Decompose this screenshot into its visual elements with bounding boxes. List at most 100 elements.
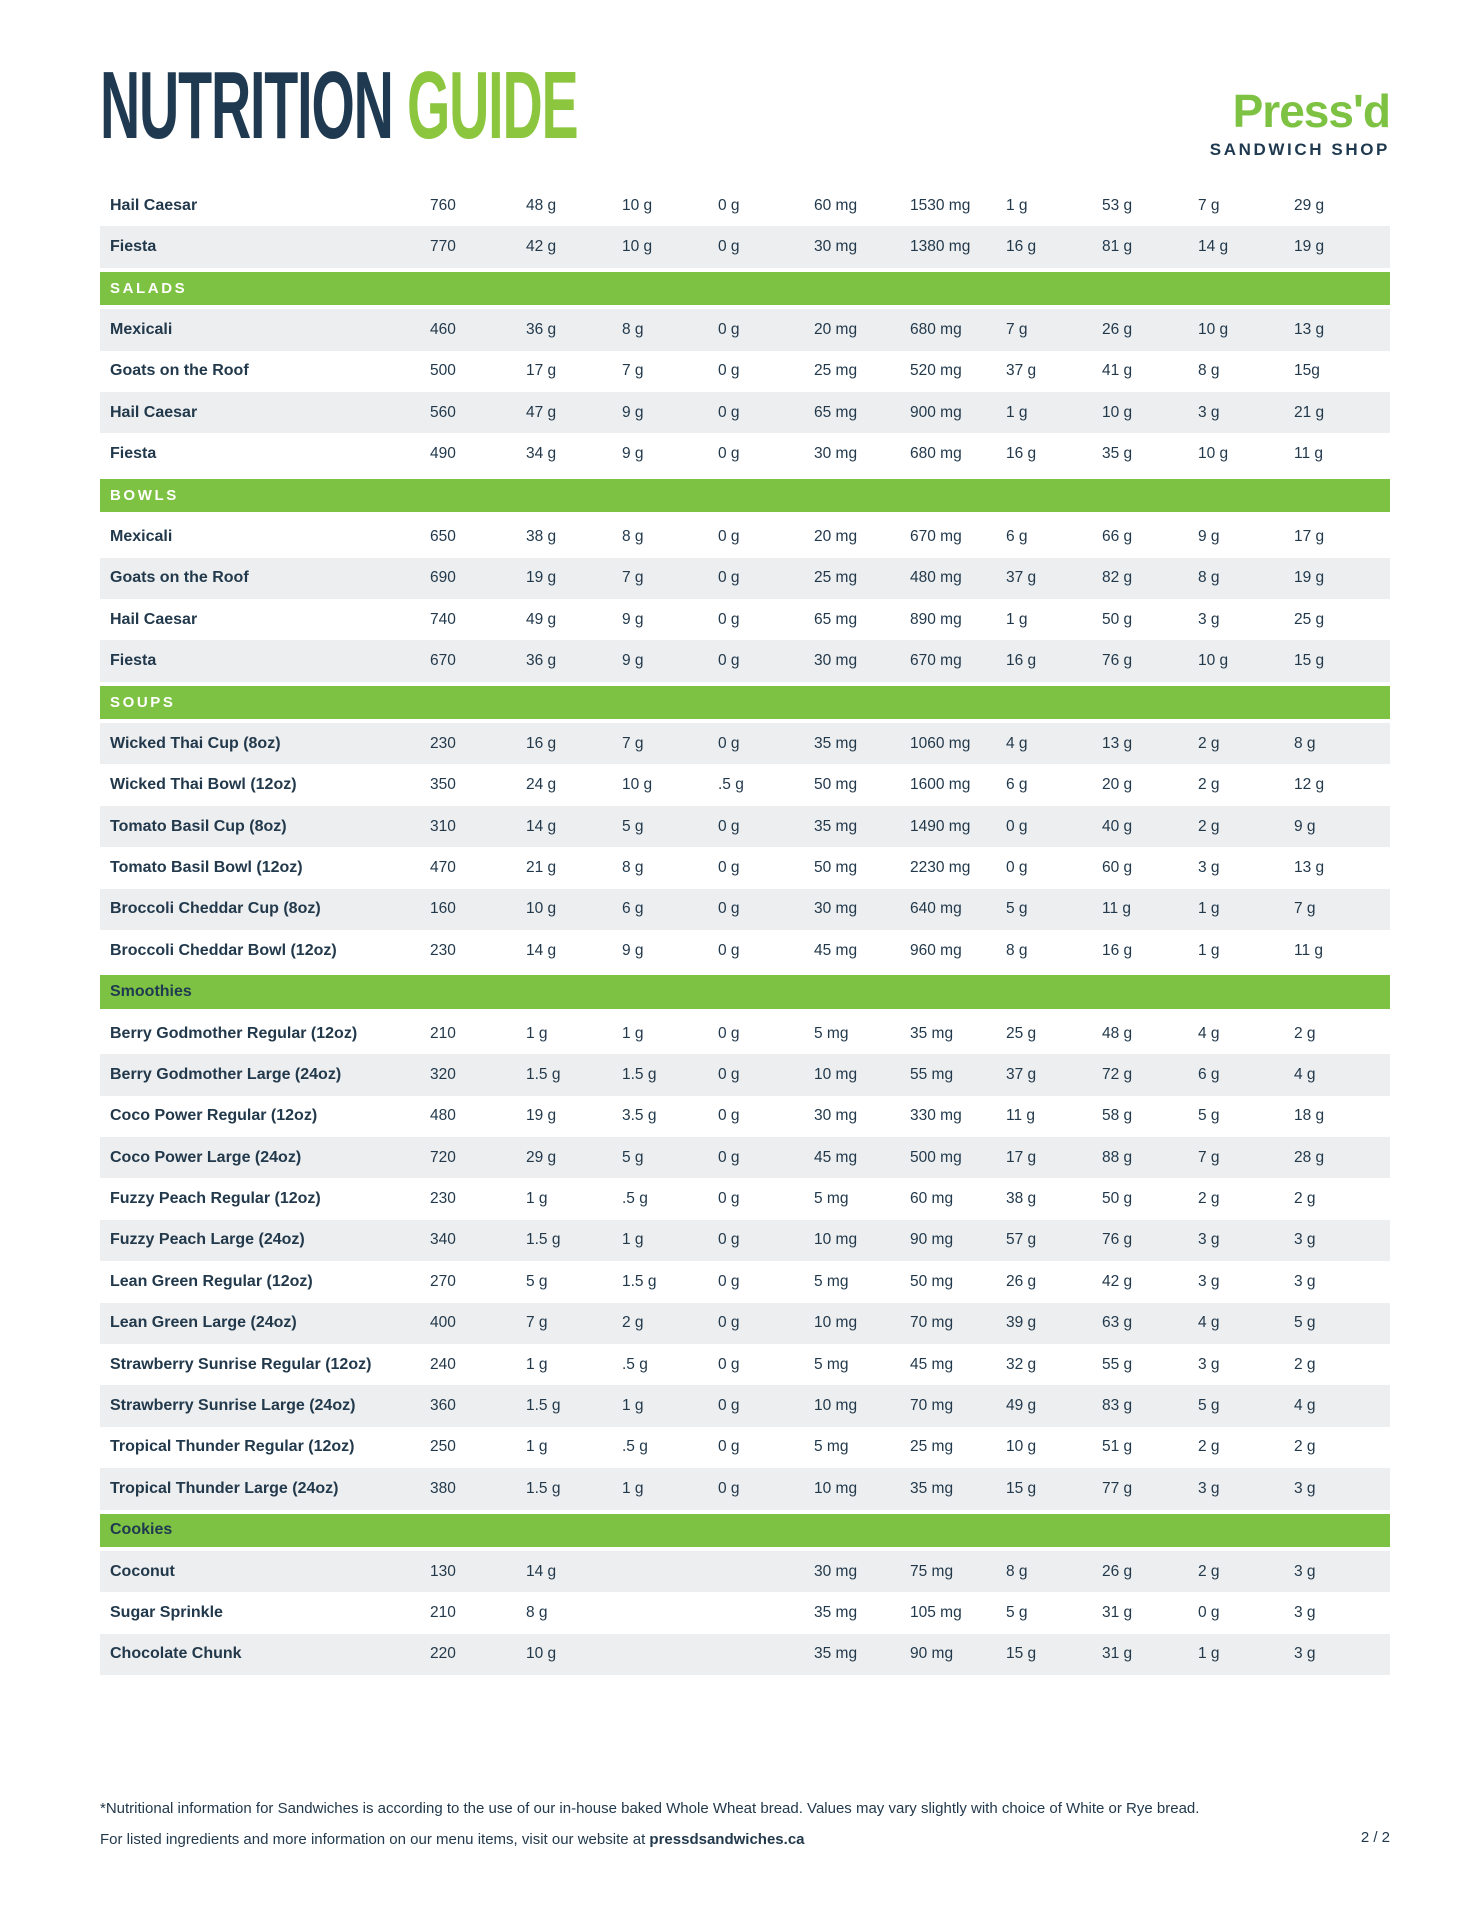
nutrition-value: 650 <box>430 527 456 545</box>
nutrition-value: 35 mg <box>814 817 858 835</box>
table-row: Hail Caesar 740 49 g 9 g 0 g 65 mg 890 mg 1 g 50… <box>100 599 1390 640</box>
nutrition-value: 130 <box>430 1562 456 1580</box>
nutrition-value: 42 g <box>1102 1272 1133 1290</box>
nutrition-value: 0 g <box>1198 1603 1220 1621</box>
nutrition-value: 8 g <box>622 320 644 338</box>
nutrition-value: 680 mg <box>910 320 962 338</box>
item-name: Wicked Thai Cup (8oz) <box>110 734 281 752</box>
nutrition-value: 21 g <box>1294 403 1325 421</box>
section-label: SOUPS <box>110 693 176 711</box>
nutrition-value: 72 g <box>1102 1065 1133 1083</box>
nutrition-value: 41 g <box>1102 362 1133 380</box>
nutrition-value: 10 g <box>622 238 653 256</box>
nutrition-value: 30 mg <box>814 651 858 669</box>
nutrition-value: .5 g <box>718 776 744 794</box>
nutrition-value: 470 <box>430 858 456 876</box>
nutrition-value: 3 g <box>1294 1272 1316 1290</box>
brand-logo: Press'd SANDWICH SHOP <box>1210 88 1391 160</box>
nutrition-value: 18 g <box>1294 1107 1325 1125</box>
table-row: Strawberry Sunrise Regular (12oz) 240 1 g.… <box>100 1344 1390 1385</box>
nutrition-value: 9 g <box>622 403 644 421</box>
nutrition-value: 0 g <box>718 1190 740 1208</box>
table-row: Lean Green Regular (12oz) 270 5 g 1.5 g 0 g 5… <box>100 1261 1390 1302</box>
nutrition-value: 320 <box>430 1065 456 1083</box>
nutrition-value: 2 g <box>1198 1562 1220 1580</box>
nutrition-value: 0 g <box>718 610 740 628</box>
nutrition-value: 66 g <box>1102 527 1133 545</box>
nutrition-value: 20 g <box>1102 776 1133 794</box>
nutrition-value: 29 g <box>1294 196 1325 214</box>
nutrition-value: 51 g <box>1102 1438 1133 1456</box>
nutrition-value: 7 g <box>1198 1148 1220 1166</box>
nutrition-value: 0 g <box>718 651 740 669</box>
nutrition-value: 330 mg <box>910 1107 962 1125</box>
nutrition-value: 77 g <box>1102 1479 1133 1497</box>
nutrition-value: 0 g <box>718 569 740 587</box>
nutrition-value: 1.5 g <box>622 1272 657 1290</box>
nutrition-value: 49 g <box>526 610 557 628</box>
nutrition-value: 90 mg <box>910 1231 954 1249</box>
nutrition-value: 9 g <box>1294 817 1316 835</box>
item-name: Coco Power Regular (12oz) <box>110 1107 318 1125</box>
nutrition-value: 520 mg <box>910 362 962 380</box>
nutrition-value: 0 g <box>1006 858 1028 876</box>
nutrition-value: 3 g <box>1294 1562 1316 1580</box>
nutrition-value: 0 g <box>718 445 740 463</box>
section-label: BOWLS <box>110 486 179 504</box>
nutrition-value: 2 g <box>1294 1438 1316 1456</box>
nutrition-value: 26 g <box>1102 320 1133 338</box>
item-name: Hail Caesar <box>110 403 198 421</box>
nutrition-value: 0 g <box>718 1397 740 1415</box>
nutrition-value: 1530 mg <box>910 196 971 214</box>
nutrition-value: 30 mg <box>814 238 858 256</box>
nutrition-value: 76 g <box>1102 651 1133 669</box>
nutrition-value: 4 g <box>1294 1397 1316 1415</box>
nutrition-value: 640 mg <box>910 900 962 918</box>
nutrition-value: 9 g <box>622 610 644 628</box>
nutrition-value: 240 <box>430 1355 456 1373</box>
nutrition-value: .5 g <box>622 1190 648 1208</box>
nutrition-value: 2 g <box>1198 734 1220 752</box>
nutrition-value: 20 mg <box>814 527 858 545</box>
section-band: Cookies <box>100 1513 1390 1547</box>
item-name: Coco Power Large (24oz) <box>110 1148 302 1166</box>
nutrition-value: 690 <box>430 569 456 587</box>
table-row: Fiesta 770 42 g 10 g 0 g 30 mg 1380 mg 16 g 81 g… <box>100 226 1390 268</box>
nutrition-value: 50 mg <box>910 1272 954 1290</box>
nutrition-value: 7 g <box>526 1314 548 1332</box>
nutrition-value: 1 g <box>622 1479 644 1497</box>
nutrition-value: 9 g <box>1198 527 1220 545</box>
nutrition-value: 360 <box>430 1397 456 1415</box>
nutrition-value: 42 g <box>526 238 557 256</box>
nutrition-value: 13 g <box>1102 734 1133 752</box>
nutrition-value: 48 g <box>1102 1024 1133 1042</box>
nutrition-value: 3 g <box>1294 1479 1316 1497</box>
nutrition-value: 0 g <box>718 1231 740 1249</box>
nutrition-value: 55 g <box>1102 1355 1133 1373</box>
item-name: Fuzzy Peach Large (24oz) <box>110 1231 305 1249</box>
nutrition-value: 5 g <box>622 1148 644 1166</box>
nutrition-value: 3 g <box>1198 858 1220 876</box>
nutrition-value: 3 g <box>1198 1231 1220 1249</box>
nutrition-value: 900 mg <box>910 403 962 421</box>
nutrition-value: 39 g <box>1006 1314 1037 1332</box>
item-name: Fuzzy Peach Regular (12oz) <box>110 1190 321 1208</box>
nutrition-value: 0 g <box>718 362 740 380</box>
nutrition-value: 480 <box>430 1107 456 1125</box>
table-row: Fuzzy Peach Large (24oz) 340 1.5 g 1 g 0 g 10… <box>100 1219 1390 1262</box>
nutrition-value: 5 g <box>1006 900 1028 918</box>
nutrition-value: 3.5 g <box>622 1107 657 1125</box>
nutrition-value: 5 mg <box>814 1272 849 1290</box>
nutrition-value: 53 g <box>1102 196 1133 214</box>
nutrition-value: 60 mg <box>910 1190 954 1208</box>
nutrition-value: 160 <box>430 900 456 918</box>
nutrition-value: 10 g <box>1198 651 1229 669</box>
nutrition-value: 70 mg <box>910 1397 954 1415</box>
nutrition-value: 220 <box>430 1645 456 1663</box>
item-name: Broccoli Cheddar Bowl (12oz) <box>110 941 337 959</box>
nutrition-value: 8 g <box>1006 1562 1028 1580</box>
nutrition-value: 2 g <box>1198 1438 1220 1456</box>
table-row: Hail Caesar 760 48 g 10 g 0 g 60 mg 1530 mg 1 g… <box>100 185 1390 226</box>
nutrition-value: 7 g <box>622 734 644 752</box>
item-name: Sugar Sprinkle <box>110 1603 223 1621</box>
